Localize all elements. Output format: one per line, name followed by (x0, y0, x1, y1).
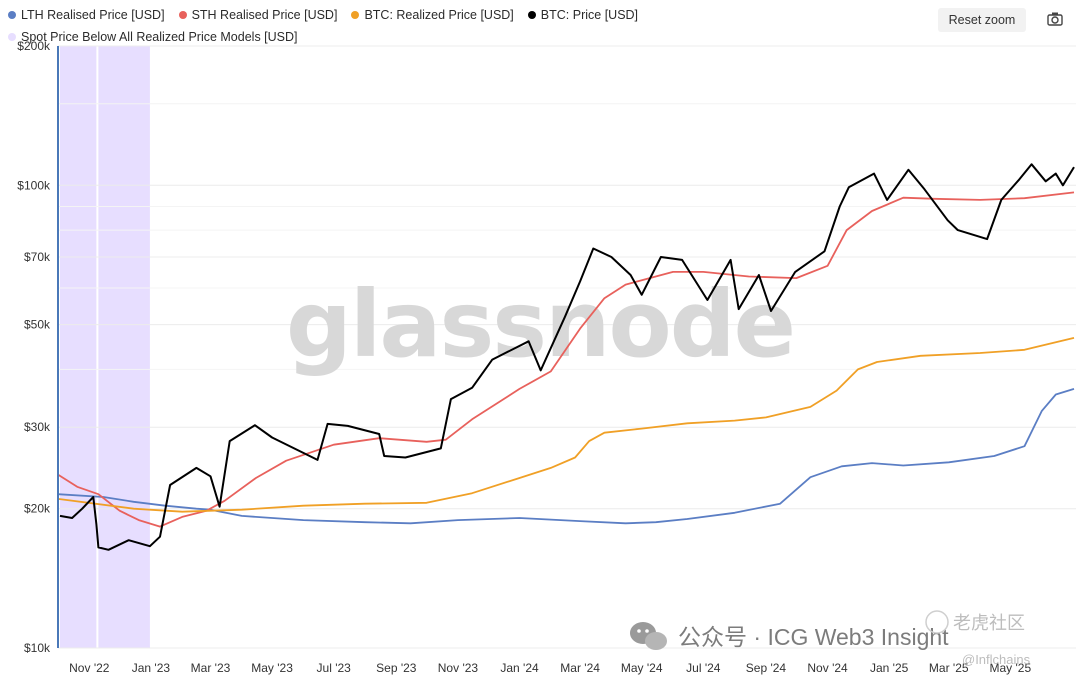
y-tick-label: $100k (17, 178, 51, 192)
legend-item-realized[interactable]: BTC: Realized Price [USD] (351, 8, 514, 22)
x-tick-label: May '24 (621, 661, 663, 675)
y-tick-label: $200k (17, 39, 51, 53)
corner-watermark-line1: 老虎社区 (953, 613, 1025, 633)
series-layer (57, 163, 1075, 551)
x-tick-label: Mar '24 (560, 661, 600, 675)
legend-item-lth[interactable]: LTH Realised Price [USD] (8, 8, 165, 22)
legend-label-realized: BTC: Realized Price [USD] (364, 8, 514, 22)
spot-below-bands (60, 46, 150, 648)
camera-icon[interactable] (1044, 9, 1066, 29)
series-line-sth (57, 191, 1075, 528)
x-tick-label: Nov '22 (69, 661, 110, 675)
y-tick-label: $30k (24, 420, 51, 434)
x-tick-label: Nov '23 (438, 661, 479, 675)
legend-dot-spot-below (8, 33, 16, 41)
series-line-realized (57, 337, 1075, 513)
x-tick-label: Nov '24 (807, 661, 848, 675)
x-tick-label: Jan '25 (870, 661, 909, 675)
corner-watermark-line2: @Inflchains (962, 652, 1031, 667)
chart-legend: LTH Realised Price [USD] STH Realised Pr… (8, 4, 908, 48)
x-tick-label: May '23 (251, 661, 293, 675)
legend-dot-lth (8, 11, 16, 19)
spot-below-band-1 (98, 46, 150, 648)
legend-item-price[interactable]: BTC: Price [USD] (527, 8, 639, 22)
x-tick-label: Mar '23 (191, 661, 231, 675)
x-tick-label: Jan '23 (132, 661, 171, 675)
series-line-price (59, 163, 1075, 551)
legend-label-lth: LTH Realised Price [USD] (21, 8, 165, 22)
spot-below-band-0 (60, 46, 97, 648)
grid-lines (58, 45, 1076, 649)
y-tick-label: $10k (24, 641, 51, 655)
corner-watermark: 老虎社区 @Inflchains (925, 610, 1031, 667)
x-tick-labels: Nov '22 Jan '23 Mar '23 May '23 Jul '23 Sep '… (69, 661, 1031, 675)
x-tick-label: Mar '25 (929, 661, 969, 675)
footer-watermark: 公众号 · ICG Web3 Insight (630, 622, 949, 650)
tiger-logo-icon (925, 610, 949, 634)
legend-label-sth: STH Realised Price [USD] (191, 8, 338, 22)
x-tick-label: May '25 (990, 661, 1032, 675)
legend-item-sth[interactable]: STH Realised Price [USD] (178, 8, 338, 22)
y-tick-label: $20k (24, 502, 51, 516)
legend-label-spot-below: Spot Price Below All Realized Price Mode… (21, 30, 298, 44)
y-tick-label: $50k (24, 318, 51, 332)
legend-row-1: LTH Realised Price [USD] STH Realised Pr… (8, 4, 908, 26)
legend-dot-price (527, 11, 536, 19)
y-tick-labels: $10k $20k $30k $50k $70k $100k $200k (17, 39, 51, 655)
x-tick-label: Jul '23 (317, 661, 352, 675)
x-tick-label: Jan '24 (500, 661, 539, 675)
legend-dot-realized (351, 11, 360, 19)
series-line-lth (57, 388, 1075, 525)
reset-zoom-button[interactable]: Reset zoom (938, 8, 1026, 32)
camera-icon-svg (1047, 12, 1063, 26)
y-tick-label: $70k (24, 250, 51, 264)
legend-label-price: BTC: Price [USD] (540, 8, 639, 22)
wechat-icon (630, 622, 667, 650)
legend-item-spot-below[interactable]: Spot Price Below All Realized Price Mode… (8, 30, 298, 44)
footer-text: 公众号 · ICG Web3 Insight (678, 624, 949, 650)
x-tick-label: Sep '24 (746, 661, 787, 675)
legend-row-2: Spot Price Below All Realized Price Mode… (8, 26, 908, 48)
x-tick-label: Jul '24 (686, 661, 721, 675)
watermark-text: glassnode (286, 271, 794, 378)
legend-dot-sth (178, 11, 187, 19)
x-tick-label: Sep '23 (376, 661, 417, 675)
